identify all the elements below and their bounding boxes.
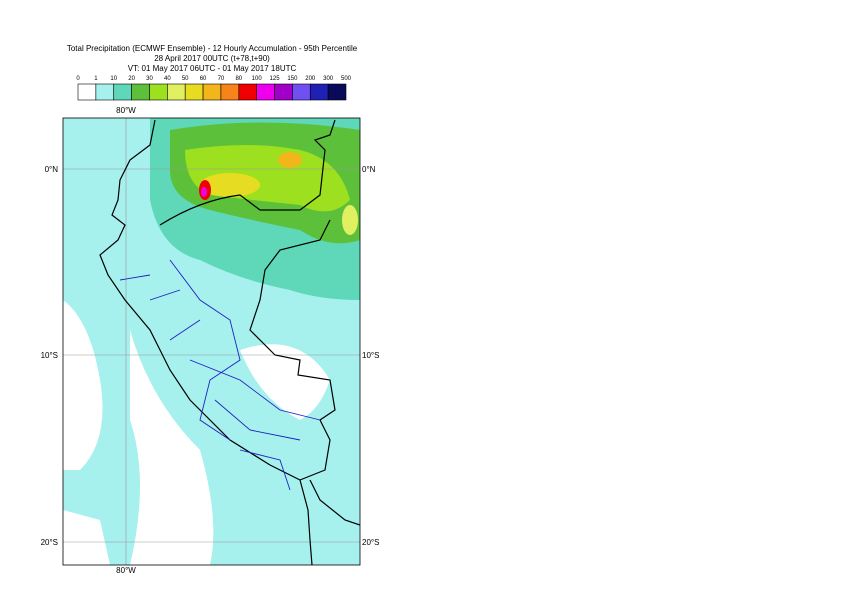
lat-label: 0°N bbox=[45, 165, 59, 174]
lat-label: 10°S bbox=[362, 351, 379, 360]
lat-label: 20°S bbox=[362, 538, 379, 547]
legend-label: 60 bbox=[200, 76, 207, 82]
legend-swatch bbox=[256, 83, 275, 101]
precip-field bbox=[200, 173, 260, 197]
legend-swatch bbox=[95, 83, 115, 101]
legend-label: 200 bbox=[305, 76, 316, 82]
legend-label: 20 bbox=[128, 76, 135, 82]
dry-area bbox=[63, 300, 214, 565]
dry-area bbox=[240, 344, 330, 420]
legend-swatch bbox=[238, 83, 257, 101]
legend-swatch bbox=[309, 83, 329, 101]
title: Total Precipitation (ECMWF Ensemble) - 1… bbox=[67, 44, 358, 53]
border bbox=[159, 119, 360, 526]
lon-label: 80°W bbox=[116, 106, 136, 115]
legend-label: 300 bbox=[323, 76, 334, 82]
legend-swatch bbox=[274, 83, 293, 101]
legend-label: 100 bbox=[252, 76, 263, 82]
map-area bbox=[63, 118, 360, 565]
legend-label: 70 bbox=[218, 76, 225, 82]
legend-swatch bbox=[149, 83, 168, 101]
legend-swatch bbox=[113, 83, 132, 101]
legend-swatch bbox=[202, 83, 222, 101]
precip-field bbox=[278, 152, 302, 168]
legend-swatch bbox=[327, 83, 347, 101]
lat-label: 20°S bbox=[41, 538, 58, 547]
map-frame bbox=[62, 117, 361, 566]
legend-label: 30 bbox=[146, 76, 153, 82]
legend-swatch bbox=[292, 83, 311, 101]
region-border bbox=[119, 259, 321, 491]
legend-swatch bbox=[77, 83, 97, 101]
legend-label: 1 bbox=[94, 76, 98, 82]
legend-swatch bbox=[220, 83, 240, 101]
legend-swatch bbox=[167, 83, 186, 101]
legend-label: 50 bbox=[182, 76, 189, 82]
lat-label: 10°S bbox=[41, 351, 58, 360]
legend-swatch bbox=[131, 83, 150, 101]
subtitle: 28 April 2017 00UTC (t+78,t+90) bbox=[154, 54, 270, 63]
legend-label: 125 bbox=[270, 76, 281, 82]
coastline bbox=[99, 119, 313, 565]
legend-label: 150 bbox=[287, 76, 298, 82]
legend-label: 10 bbox=[110, 76, 117, 82]
legend-label: 0 bbox=[76, 76, 80, 82]
valid-time: VT: 01 May 2017 06UTC - 01 May 2017 18UT… bbox=[128, 64, 297, 73]
legend-label: 500 bbox=[341, 76, 352, 82]
lat-label: 0°N bbox=[362, 165, 376, 174]
legend-label: 80 bbox=[235, 76, 242, 82]
precip-field bbox=[342, 205, 358, 235]
legend-label: 40 bbox=[164, 76, 171, 82]
legend-swatch bbox=[184, 83, 204, 101]
lon-label: 80°W bbox=[116, 566, 136, 575]
legend: 0 1 10 20 30 40 50 60 70 80 100 125 150 200 300 500 bbox=[76, 76, 352, 101]
precip-field bbox=[201, 187, 207, 197]
